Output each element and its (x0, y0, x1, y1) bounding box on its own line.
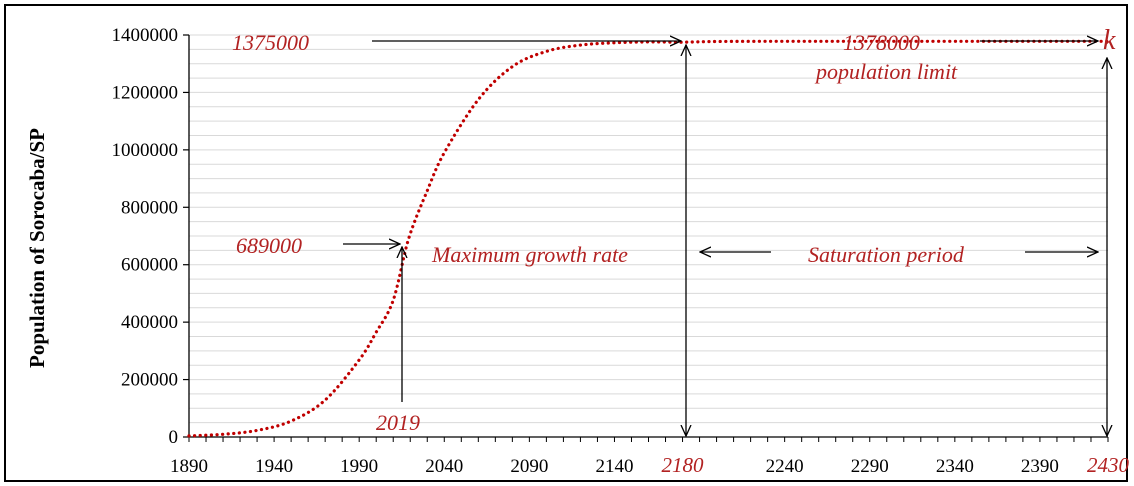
x-tick-label: 2090 (510, 456, 548, 477)
label-population-limit: population limit (814, 59, 958, 84)
x-tick-label: 2040 (425, 456, 463, 477)
y-tick-label: 600000 (121, 255, 178, 276)
label-k: k (1103, 25, 1116, 56)
x-tick-label: 2180 (662, 453, 705, 477)
label-1378000: 1378000 (843, 30, 920, 55)
y-tick-label: 200000 (121, 370, 178, 391)
y-axis-label: Population of Sorocaba/SP (25, 128, 49, 368)
y-tick-label: 1400000 (112, 25, 179, 46)
gridlines (189, 34, 1108, 438)
y-tick-labels: 0 200000 400000 600000 800000 1000000 1200000 1… (112, 25, 179, 448)
chart-frame (4, 4, 1128, 482)
series-population-curve (187, 39, 1110, 438)
x-tick-label: 2290 (851, 456, 889, 477)
label-2019: 2019 (376, 410, 420, 435)
x-tick-label: 2340 (936, 456, 974, 477)
x-tick-label: 1940 (255, 456, 293, 477)
label-saturation-period: Saturation period (808, 242, 965, 267)
label-1375000: 1375000 (232, 30, 309, 55)
annotation-arrows (343, 41, 1107, 436)
axes (183, 34, 1109, 442)
x-tick-label: 2240 (766, 456, 804, 477)
x-tick-label: 2140 (595, 456, 633, 477)
y-tick-label: 1000000 (112, 140, 179, 161)
x-tick-label: 2390 (1021, 456, 1059, 477)
x-tick-label: 1990 (340, 456, 378, 477)
x-tick-label: 2430 (1087, 453, 1130, 477)
x-tick-label: 1890 (170, 456, 208, 477)
label-maximum-growth-rate: Maximum growth rate (431, 242, 628, 267)
y-tick-label: 1200000 (112, 82, 179, 103)
y-tick-label: 400000 (121, 312, 178, 333)
series-line-0 (187, 39, 1110, 438)
y-tick-label: 0 (169, 427, 179, 448)
y-tick-label: 800000 (121, 197, 178, 218)
label-689000: 689000 (236, 233, 302, 258)
x-tick-labels: 1890 1940 1990 2040 2090 2140 2180 2240 2290 2340… (170, 453, 1130, 477)
